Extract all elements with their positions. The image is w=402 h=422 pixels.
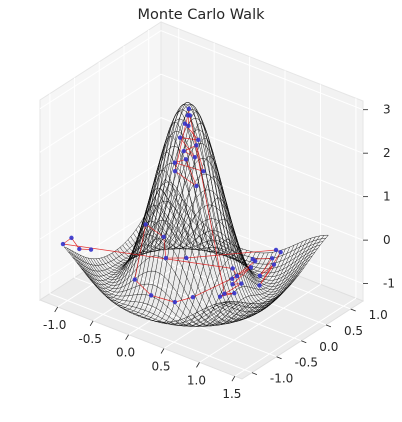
x-tick-label: -1.0: [43, 318, 66, 332]
walk-point: [184, 256, 188, 260]
x-tick-mark: [126, 335, 129, 340]
walk-point: [164, 256, 168, 260]
z-tick-label: 0: [383, 233, 391, 247]
walk-point: [133, 277, 137, 281]
y-tick-mark: [326, 325, 331, 327]
walk-point: [230, 277, 234, 281]
walk-point: [194, 143, 198, 147]
walk-point: [188, 113, 192, 117]
y-tick-label: -1.0: [270, 372, 293, 386]
walk-point: [178, 135, 182, 139]
x-tick-label: 0.0: [116, 346, 135, 360]
walk-point: [235, 274, 239, 278]
walk-point: [258, 274, 262, 278]
walk-point: [201, 169, 205, 173]
walk-point: [187, 107, 191, 111]
walk-point: [61, 242, 65, 246]
walk-point: [272, 262, 276, 266]
x-tick-mark: [196, 362, 199, 367]
x-tick-mark: [232, 376, 235, 381]
y-tick-mark: [351, 309, 356, 311]
walk-point: [173, 300, 177, 304]
walk-point: [191, 295, 195, 299]
walk-point: [239, 281, 243, 285]
walk-point: [77, 247, 81, 251]
walk-point: [193, 155, 197, 159]
walk-point: [231, 266, 235, 270]
x-tick-label: 0.5: [151, 360, 170, 374]
walk-point: [230, 282, 234, 286]
walk-point: [274, 248, 278, 252]
walk-point: [69, 236, 73, 240]
walk-point: [173, 161, 177, 165]
y-tick-label: 1.0: [369, 308, 388, 322]
walk-point: [232, 291, 236, 295]
walk-point: [184, 157, 188, 161]
x-tick-mark: [161, 349, 164, 354]
z-tick-label: 1: [383, 190, 391, 204]
x-tick-label: 1.0: [187, 373, 206, 387]
walk-point: [257, 283, 261, 287]
walk-point: [251, 257, 255, 261]
walk-point: [89, 247, 93, 251]
walk-point: [270, 256, 274, 260]
walk-point: [218, 294, 222, 298]
y-tick-mark: [252, 373, 257, 375]
x-tick-label: 1.5: [222, 387, 241, 401]
x-tick-mark: [55, 307, 58, 312]
walk-point: [161, 235, 165, 239]
walk-point: [194, 184, 198, 188]
z-tick-label: 3: [383, 103, 391, 117]
y-tick-label: 0.5: [344, 324, 363, 338]
y-tick-label: -0.5: [295, 356, 318, 370]
y-tick-mark: [277, 357, 282, 359]
walk-point: [222, 292, 226, 296]
walk-point: [173, 169, 177, 173]
walk-point: [196, 138, 200, 142]
walk-point: [249, 265, 253, 269]
z-tick-label: -1: [383, 277, 395, 291]
x-tick-mark: [90, 321, 93, 326]
walk-point: [182, 149, 186, 153]
y-tick-label: 0.0: [319, 340, 338, 354]
walk-point: [149, 293, 153, 297]
walk-point: [143, 222, 147, 226]
x-tick-label: -0.5: [78, 332, 101, 346]
y-tick-mark: [301, 341, 306, 343]
walk-point: [278, 250, 282, 254]
z-tick-label: 2: [383, 146, 391, 160]
walk-point: [183, 121, 187, 125]
